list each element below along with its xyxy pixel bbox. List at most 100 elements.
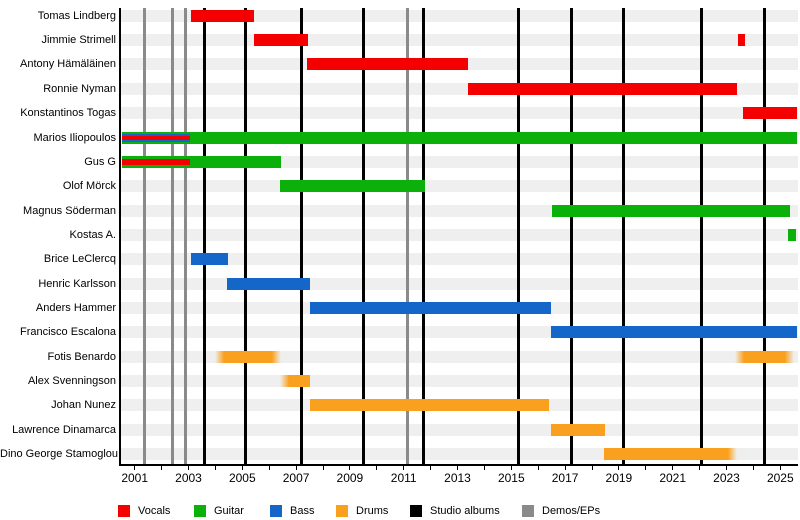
- studio-album-line: [203, 8, 207, 465]
- member-track: [121, 423, 798, 436]
- demo-ep-line: [183, 8, 187, 465]
- axis-year-label: 2001: [121, 471, 149, 485]
- axis-tick: [591, 466, 593, 470]
- bar-vocals: [468, 82, 738, 95]
- axis-tick: [510, 466, 512, 470]
- bar-drums: [550, 423, 605, 436]
- bar-vocals: [191, 9, 255, 22]
- axis-tick: [537, 466, 539, 470]
- bar-vocals: [254, 34, 309, 47]
- bar-vocals: [742, 107, 798, 120]
- axis-tick: [188, 466, 189, 470]
- x-axis-line: [119, 464, 798, 466]
- axis-year-label: 2019: [605, 471, 633, 485]
- axis-tick: [699, 466, 701, 470]
- member-label: Marios Iliopoulos: [33, 131, 116, 144]
- member-track: [121, 155, 798, 168]
- axis-tick: [672, 466, 674, 470]
- legend-swatch-studio-albums: [410, 504, 422, 517]
- axis-tick: [403, 466, 405, 470]
- bar-drums: [279, 375, 310, 388]
- legend-item: Guitar: [194, 502, 244, 517]
- member-track: [121, 253, 798, 266]
- member-label: Antony Hämäläinen: [19, 58, 116, 71]
- member-track: [121, 375, 798, 388]
- member-label: Konstantinos Togas: [20, 107, 116, 120]
- member-track: [121, 9, 798, 22]
- legend-swatch-bass: [270, 504, 282, 517]
- axis-tick: [134, 466, 136, 470]
- legend-swatch-drums: [336, 504, 348, 517]
- member-label: Dino George Stamoglou: [0, 448, 119, 461]
- axis-tick: [268, 466, 270, 470]
- axis-year-label: 2013: [444, 471, 471, 485]
- axis-tick: [161, 466, 163, 470]
- axis-year-label: 2021: [659, 471, 687, 485]
- member-label: Lawrence Dinamarca: [12, 423, 116, 436]
- axis-tick: [295, 466, 297, 470]
- axis-tick: [752, 466, 754, 470]
- member-label: Fotis Benardo: [47, 350, 116, 363]
- studio-album-line: [699, 8, 703, 465]
- member-label: Gus G: [84, 155, 116, 168]
- bar-bass: [309, 302, 552, 315]
- bar-vocals: [122, 158, 191, 165]
- axis-tick: [779, 466, 781, 470]
- member-label: Tomas Lindberg: [37, 9, 116, 22]
- studio-album-line: [421, 8, 425, 465]
- axis-year-label: 2015: [497, 471, 525, 485]
- bar-drums: [735, 350, 794, 363]
- demo-ep-line: [406, 8, 410, 465]
- demo-ep-line: [142, 8, 146, 465]
- legend-item: Drums: [336, 502, 389, 517]
- member-label: Jimmie Strimell: [41, 34, 116, 47]
- axis-year-label: 2011: [390, 471, 417, 485]
- member-label: Francisco Escalona: [20, 326, 116, 339]
- bar-vocals: [737, 34, 746, 47]
- axis-year-label: 2003: [175, 471, 202, 485]
- axis-tick: [322, 466, 324, 470]
- studio-album-line: [361, 8, 365, 465]
- bar-bass: [226, 277, 310, 290]
- member-label: Alex Svenningson: [27, 375, 116, 388]
- legend-item: Vocals: [118, 502, 171, 517]
- legend-label: Drums: [356, 504, 389, 517]
- member-label: Kostas A.: [69, 228, 116, 241]
- legend-label: Demos/EPs: [542, 504, 601, 517]
- legend-label: Bass: [290, 504, 315, 517]
- bar-vocals: [122, 135, 191, 140]
- legend-label: Vocals: [138, 504, 171, 517]
- studio-album-line: [517, 8, 521, 465]
- axis-tick: [564, 466, 566, 470]
- axis-tick: [645, 466, 647, 470]
- studio-album-line: [244, 8, 248, 465]
- legend-item: Demos/EPs: [522, 502, 601, 517]
- member-track: [121, 180, 798, 193]
- member-track: [121, 34, 798, 47]
- studio-album-line: [622, 8, 626, 465]
- axis-tick: [726, 466, 727, 470]
- axis-tick: [430, 466, 432, 470]
- axis-tick: [349, 466, 351, 470]
- bar-guitar: [551, 204, 790, 217]
- member-label: Johan Nunez: [51, 399, 116, 412]
- bar-drums: [604, 448, 737, 461]
- axis-year-label: 2007: [282, 471, 310, 485]
- axis-tick: [457, 466, 458, 470]
- studio-album-line: [762, 8, 766, 465]
- member-label: Brice LeClercq: [43, 253, 116, 266]
- y-axis-line: [119, 8, 121, 466]
- studio-album-line: [299, 8, 303, 465]
- legend-swatch-vocals: [118, 504, 130, 517]
- axis-year-label: 2025: [766, 471, 794, 485]
- bar-vocals: [307, 58, 469, 71]
- bar-drums: [310, 399, 549, 412]
- bar-guitar: [122, 131, 798, 144]
- legend-swatch-demos-eps: [522, 504, 534, 517]
- bar-guitar: [788, 228, 796, 241]
- bar-bass: [551, 326, 798, 339]
- axis-tick: [241, 466, 243, 470]
- member-label: Anders Hammer: [35, 302, 116, 315]
